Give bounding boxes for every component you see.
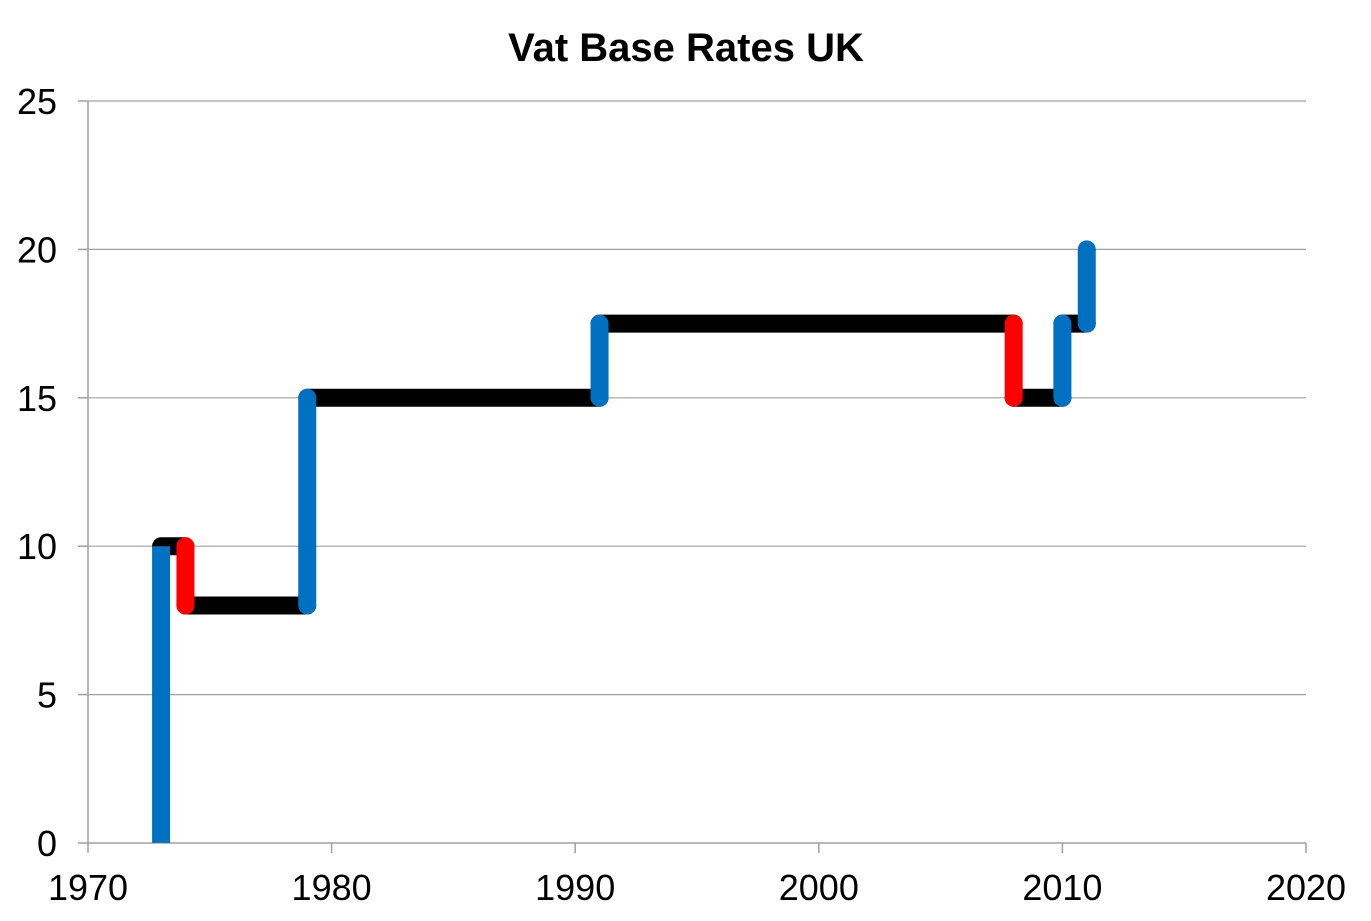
x-tick-label-2020: 2020 xyxy=(1266,867,1346,908)
y-tick-label-10: 10 xyxy=(17,526,57,567)
x-tick-label-2000: 2000 xyxy=(779,867,859,908)
y-tick-label-25: 25 xyxy=(17,81,57,122)
y-tick-label-20: 20 xyxy=(17,229,57,270)
x-tick-label-1980: 1980 xyxy=(292,867,372,908)
chart-title: Vat Base Rates UK xyxy=(508,26,864,70)
axes xyxy=(78,100,1307,853)
y-tick-label-15: 15 xyxy=(17,378,57,419)
y-tick-label-5: 5 xyxy=(37,675,57,716)
y-tick-label-0: 0 xyxy=(37,823,57,864)
tick-labels: 0 5 10 15 20 25 1970 1980 1990 2000 2010 2020 xyxy=(17,81,1346,908)
gridlines xyxy=(88,100,1306,696)
x-tick-label-1990: 1990 xyxy=(535,867,615,908)
x-tick-label-1970: 1970 xyxy=(48,867,128,908)
vat-rate-series xyxy=(152,240,1096,843)
x-tick-label-2010: 2010 xyxy=(1022,867,1102,908)
